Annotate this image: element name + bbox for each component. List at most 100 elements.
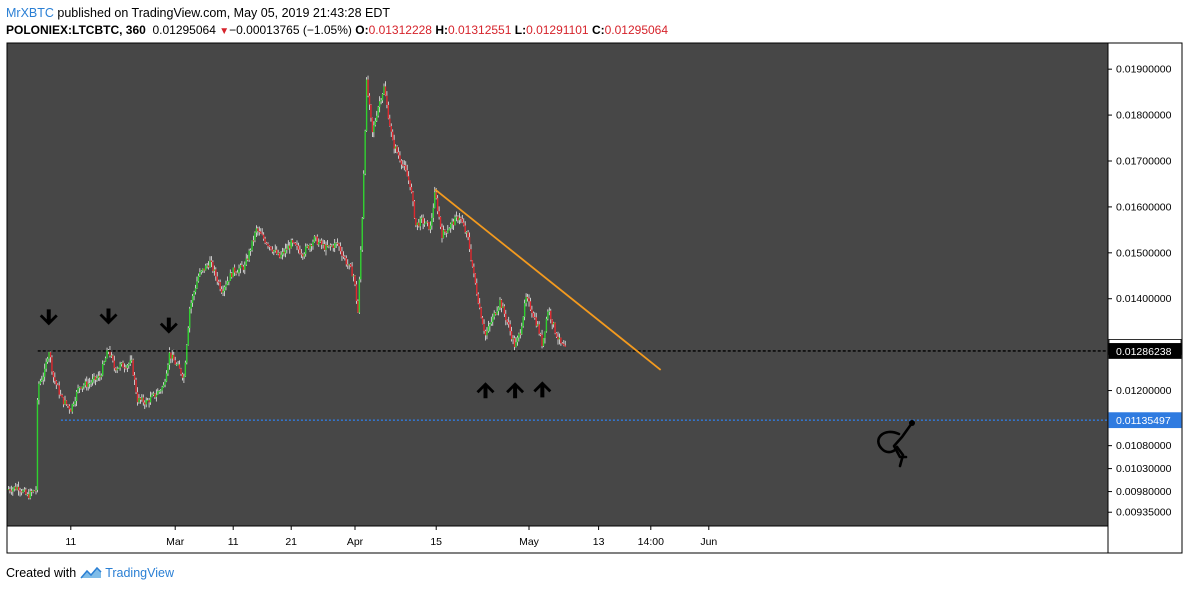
down-arrow-icon [159, 317, 178, 334]
candle-body [59, 394, 62, 396]
candle-body [483, 323, 485, 331]
candle-body [80, 386, 82, 389]
candle-body [455, 216, 458, 218]
candle-body [436, 198, 439, 212]
candle-body [342, 255, 345, 257]
candle-body [22, 490, 24, 493]
candle-body [135, 379, 137, 393]
down-triangle-icon: ▼ [219, 26, 230, 37]
candle-body [55, 380, 57, 385]
candle-body [471, 260, 474, 267]
candle-body [138, 397, 140, 403]
candle-body [144, 402, 146, 405]
candle-body [367, 79, 369, 96]
candle-body [257, 228, 259, 232]
candle-body [355, 284, 358, 301]
candle-body [371, 117, 374, 133]
candle-body [170, 352, 172, 359]
candle-body [555, 333, 558, 337]
candle-body [167, 364, 169, 374]
candle-body [216, 276, 218, 282]
candle-body [293, 242, 295, 244]
candle-body [470, 249, 472, 261]
candle-body [300, 253, 303, 255]
candle-body [500, 299, 503, 308]
candle-body [473, 266, 475, 274]
candle-body [210, 260, 213, 263]
candle-body [406, 170, 408, 177]
candle-body [173, 354, 175, 361]
candle-body [448, 228, 450, 231]
candle-body [532, 313, 535, 318]
author-mascot-icon [877, 420, 915, 468]
down-arrow-icon [39, 309, 58, 326]
candle-body [238, 268, 240, 273]
candle-body [133, 375, 136, 380]
candle-body [196, 281, 198, 289]
candle-body [283, 251, 285, 254]
candle-body [305, 246, 307, 254]
candle-body [389, 118, 391, 127]
candle-body [131, 359, 133, 361]
candle-body [247, 258, 249, 260]
candle-body [360, 249, 362, 280]
candle-body [452, 221, 455, 226]
candle-body [486, 331, 488, 336]
candle-body [396, 146, 398, 153]
tradingview-link[interactable]: TradingView [105, 566, 174, 580]
candle-body [62, 397, 65, 405]
candle-body [441, 226, 443, 239]
candle-body [522, 316, 524, 327]
candle-body [487, 326, 490, 332]
candle-body [291, 240, 294, 243]
candle-body [125, 367, 127, 369]
candle-body [145, 400, 147, 405]
y-tick-label: 0.01900000 [1116, 64, 1172, 76]
candle-body [175, 364, 178, 366]
y-tick-label: 0.01700000 [1116, 155, 1172, 167]
candle-body [393, 139, 395, 149]
candle-body [171, 354, 173, 359]
candle-body [280, 254, 282, 258]
candle-body [248, 250, 250, 260]
candle-body [307, 245, 310, 249]
candle-body [226, 281, 229, 285]
candle-body [209, 260, 211, 268]
plot-border [6, 42, 1109, 527]
candle-body [509, 324, 511, 332]
candle-body [148, 400, 150, 403]
candle-body [97, 375, 100, 379]
open-value: 0.01312228 [368, 23, 432, 37]
price-label-box [1108, 343, 1182, 359]
candle-body [518, 333, 520, 338]
candle-body [474, 273, 477, 284]
author-link[interactable]: MrXBTC [6, 6, 54, 20]
candle-body [426, 221, 429, 223]
candle-body [318, 241, 320, 245]
candle-body [289, 245, 291, 249]
candle-body [262, 234, 265, 239]
candle-body [13, 486, 15, 489]
candle-body [74, 401, 76, 405]
candle-body [477, 294, 479, 304]
candle-body [402, 164, 404, 166]
y-tick-label: 0.00935000 [1116, 507, 1172, 519]
candle-body [84, 381, 86, 386]
candle-body [261, 233, 263, 235]
candle-body [123, 367, 126, 369]
candle-body [136, 392, 139, 403]
candle-body [515, 342, 517, 347]
candle-body [309, 244, 311, 249]
candle-body [374, 120, 376, 126]
close-value: 0.01295064 [604, 23, 669, 37]
candle-body [434, 192, 436, 208]
candle-body [228, 280, 230, 282]
candle-body [45, 361, 47, 369]
candle-body [112, 355, 114, 361]
up-arrow-icon [533, 381, 552, 398]
candle-body [544, 331, 546, 339]
candle-body [30, 491, 33, 493]
candle-body [423, 223, 426, 225]
candle-body [535, 317, 537, 326]
